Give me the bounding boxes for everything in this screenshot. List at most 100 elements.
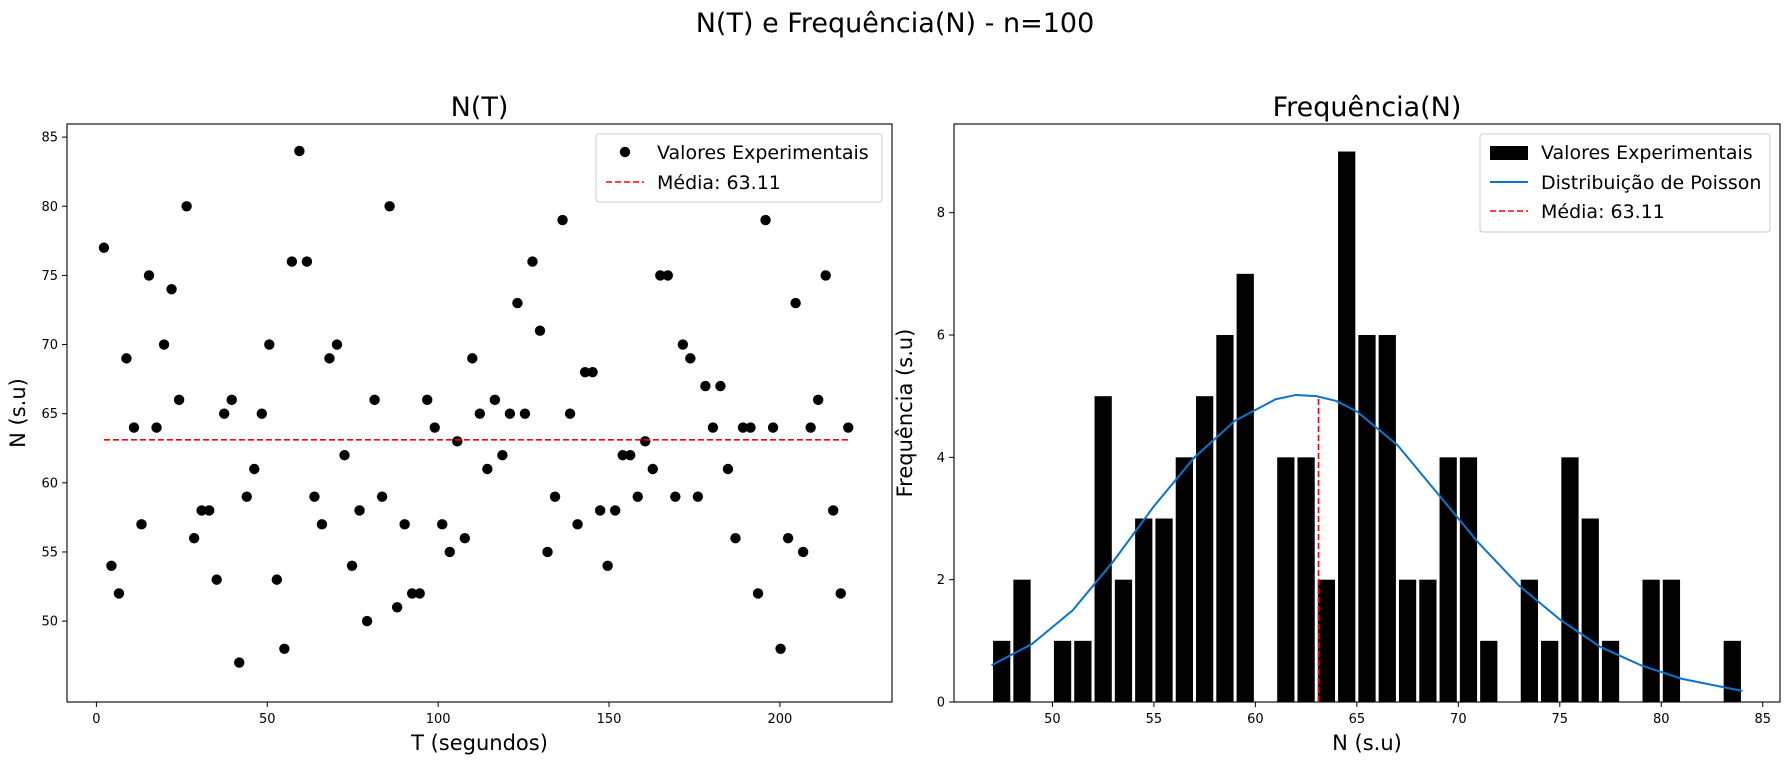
y-tick-label: 8 <box>937 206 945 221</box>
data-point <box>444 546 455 558</box>
data-point <box>219 408 230 419</box>
histogram-bar <box>1236 273 1254 702</box>
y-tick-label: 4 <box>937 451 945 466</box>
data-point <box>384 201 395 212</box>
histogram-bar <box>1419 579 1437 702</box>
histogram-bar <box>1277 457 1295 702</box>
y-tick-label: 65 <box>41 407 58 422</box>
histogram-bar <box>1439 457 1457 702</box>
data-point <box>158 339 170 350</box>
histogram-bar <box>1601 640 1620 702</box>
legend-label: Valores Experimentais <box>657 142 869 164</box>
histogram-bar <box>1480 640 1498 702</box>
data-point <box>797 546 809 558</box>
y-tick-label: 60 <box>41 476 58 491</box>
data-point <box>707 422 719 433</box>
legend-label: Média: 63.11 <box>657 172 781 194</box>
x-tick-label: 150 <box>597 712 622 727</box>
data-point <box>234 657 245 668</box>
data-point <box>700 380 711 392</box>
y-axis-label: N (s.u) <box>6 378 30 448</box>
y-axis-label: Frequência (s.u) <box>893 329 917 498</box>
data-point <box>414 588 425 599</box>
histogram-bar <box>1155 518 1173 702</box>
histogram-bar <box>1013 579 1031 702</box>
data-point <box>437 519 448 530</box>
histogram-bar <box>1723 640 1741 702</box>
legend-marker-bars <box>1490 146 1528 160</box>
data-point <box>805 422 816 433</box>
x-tick-label: 85 <box>1754 712 1771 727</box>
data-point <box>369 394 380 406</box>
histogram-bar <box>1662 579 1681 702</box>
data-point <box>549 491 561 502</box>
data-point <box>587 367 598 378</box>
legend-label: Valores Experimentais <box>1541 142 1753 164</box>
data-point <box>752 588 764 599</box>
data-point <box>655 270 666 281</box>
data-point <box>128 422 140 433</box>
y-tick-label: 70 <box>41 338 58 353</box>
y-tick-label: 55 <box>41 545 58 560</box>
histogram-bar <box>1561 457 1579 702</box>
chart-title: N(T) <box>451 92 509 123</box>
data-point <box>745 422 756 433</box>
x-tick-label: 70 <box>1450 712 1467 727</box>
x-tick-label: 75 <box>1552 712 1569 727</box>
data-point <box>504 408 516 419</box>
data-point <box>181 201 192 212</box>
x-axis-label: N (s.u) <box>1332 731 1402 755</box>
data-point <box>391 602 403 613</box>
x-tick-label: 60 <box>1247 712 1264 727</box>
histogram-bar <box>1398 579 1417 702</box>
data-point <box>173 394 185 406</box>
data-point <box>106 560 117 571</box>
histogram-bar <box>1338 151 1356 702</box>
data-point <box>609 505 621 516</box>
data-point <box>196 505 207 516</box>
data-point <box>542 546 553 558</box>
data-point <box>98 242 110 253</box>
y-tick-label: 85 <box>41 131 58 146</box>
data-point <box>617 449 628 461</box>
poisson-curve <box>991 393 1743 692</box>
histogram-bar <box>1175 457 1193 702</box>
data-point <box>489 394 501 406</box>
data-point <box>775 643 786 654</box>
data-point <box>286 256 298 267</box>
y-tick-label: 80 <box>41 200 58 215</box>
data-point <box>782 532 794 544</box>
x-tick-label: 100 <box>426 712 451 727</box>
histogram-bar <box>1317 579 1336 702</box>
x-tick-label: 80 <box>1653 712 1670 727</box>
data-point <box>730 532 741 544</box>
data-point <box>572 519 583 530</box>
data-point <box>722 463 734 475</box>
data-point <box>376 491 388 502</box>
histogram-bar <box>1297 457 1315 702</box>
histogram-bar <box>1135 518 1153 702</box>
data-point <box>647 463 658 475</box>
data-point <box>512 297 523 309</box>
data-point <box>467 353 478 364</box>
data-point <box>625 449 636 461</box>
data-point <box>429 422 440 433</box>
data-point <box>557 214 568 226</box>
data-point <box>594 505 606 516</box>
y-tick-label: 6 <box>937 329 945 344</box>
data-point <box>820 270 831 281</box>
data-point <box>632 491 643 502</box>
y-tick-label: 50 <box>41 615 58 630</box>
data-point <box>534 325 546 336</box>
x-axis-label: T (segundos) <box>410 731 548 755</box>
data-point <box>564 408 576 419</box>
data-point <box>249 463 260 475</box>
histogram-bar <box>1642 579 1660 702</box>
data-point <box>211 574 222 585</box>
data-point <box>790 297 801 309</box>
legend-box <box>1479 133 1771 233</box>
data-point <box>812 394 824 406</box>
data-point <box>143 270 155 281</box>
data-point <box>459 532 471 544</box>
